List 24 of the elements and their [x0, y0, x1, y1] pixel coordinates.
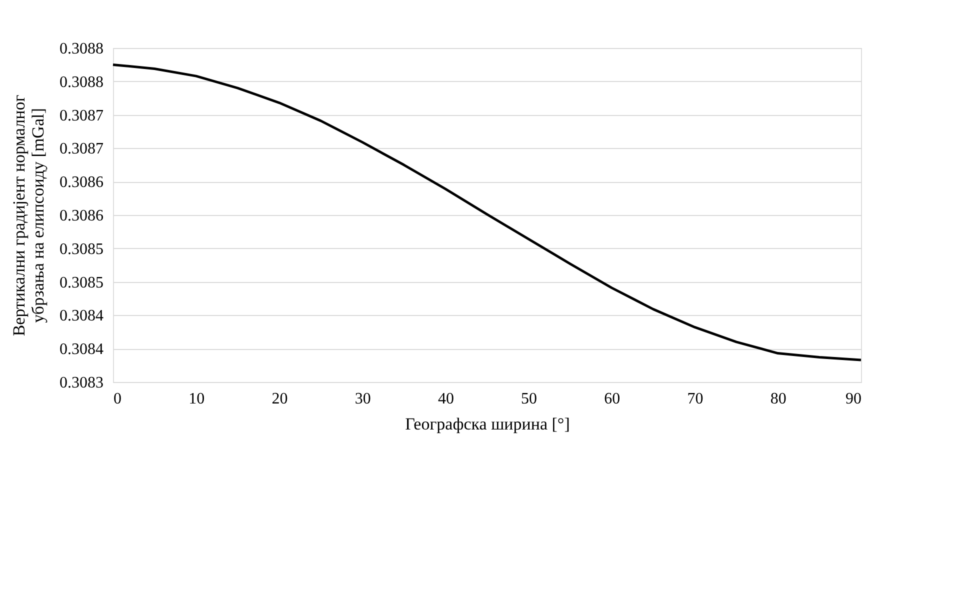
- x-tick-label: 70: [687, 390, 704, 408]
- y-tick-label: 0.3087: [60, 140, 104, 158]
- y-tick-label: 0.3088: [60, 40, 104, 58]
- y-tick-label: 0.3084: [60, 341, 104, 358]
- y-tick-label: 0.3083: [60, 374, 104, 392]
- x-tick-label: 90: [846, 390, 862, 408]
- y-tick-label: 0.3085: [60, 274, 104, 292]
- x-tick-label: 0: [114, 390, 122, 408]
- x-tick-label: 20: [272, 390, 288, 408]
- x-tick-label: 80: [770, 390, 786, 408]
- y-tick-label: 0.3085: [60, 240, 104, 258]
- x-tick-label: 60: [604, 390, 620, 408]
- x-tick-label: 40: [438, 390, 454, 408]
- y-tick-label: 0.3087: [60, 107, 104, 124]
- y-tick-label: 0.3084: [60, 308, 104, 325]
- x-axis-title: Географска ширина [°]: [405, 414, 570, 434]
- x-tick-label: 10: [188, 390, 205, 408]
- y-tick-label: 0.3086: [60, 174, 104, 192]
- y-axis-title: Вертикални градијент нормалног убрзања на елипсоиду [mGal]: [10, 94, 48, 336]
- x-tick-label: 30: [354, 390, 371, 408]
- y-tick-label: 0.3088: [60, 74, 104, 91]
- x-tick-label: 50: [521, 390, 538, 408]
- y-tick-label: 0.3086: [60, 208, 104, 224]
- line-series: [112, 63, 862, 362]
